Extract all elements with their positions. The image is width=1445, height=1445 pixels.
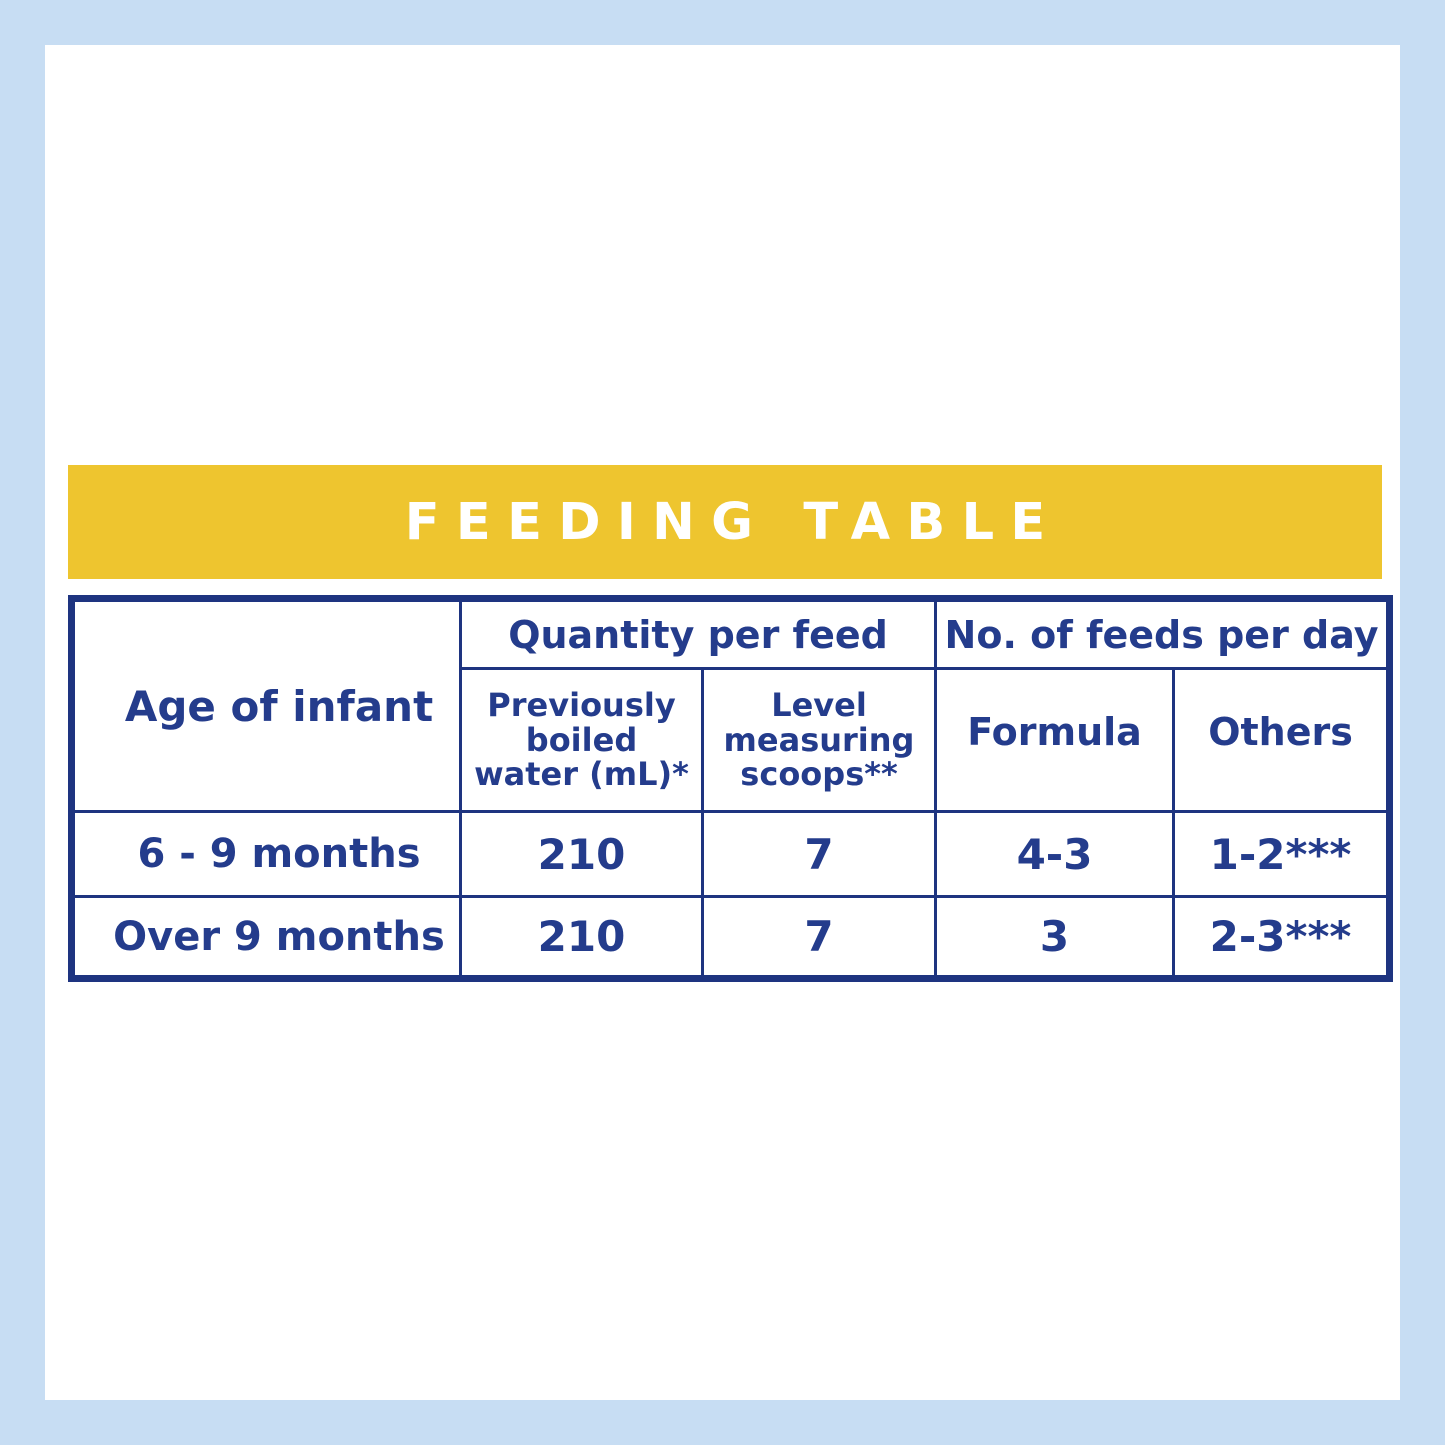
table-group-header-row: Age of infant Quantity per feed No. of f…	[70, 597, 1392, 813]
cell-other-feeds: 2-3***	[1172, 895, 1392, 980]
subheader-previously-boiled-water: Previously boiled water (mL)*	[459, 667, 704, 813]
cell-water-ml: 210	[459, 895, 704, 980]
header-quantity-per-feed: Quantity per feed	[458, 597, 938, 670]
table-subheader-row: Previously boiled water (mL)* Level meas…	[72, 667, 1392, 813]
cell-formula-feeds: 4-3	[934, 810, 1176, 898]
cell-scoops: 7	[700, 810, 938, 898]
cell-age: 6 - 9 months	[70, 810, 462, 898]
subheader-level-measuring-scoops: Level measuring scoops**	[700, 667, 938, 813]
subheader-formula: Formula	[934, 667, 1176, 813]
banner-title: FEEDING TABLE	[404, 492, 1062, 552]
table-row-6-9-months: 6 - 9 months 210 7 4-3 1-2***	[70, 810, 1392, 898]
cell-scoops: 7	[700, 895, 938, 980]
table-row-over-9-months: Over 9 months 210 7 3 2-3***	[70, 895, 1392, 980]
header-age-of-infant: Age of infant	[70, 597, 462, 813]
cell-formula-feeds: 3	[934, 895, 1176, 980]
feeding-table: Age of infant Quantity per feed No. of f…	[68, 595, 1394, 982]
cell-water-ml: 210	[459, 810, 704, 898]
header-no-of-feeds-per-day: No. of feeds per day	[934, 597, 1392, 670]
feeding-table-banner: FEEDING TABLE	[68, 465, 1382, 579]
cell-other-feeds: 1-2***	[1172, 810, 1392, 898]
cell-age: Over 9 months	[70, 895, 462, 980]
subheader-others: Others	[1172, 667, 1392, 813]
